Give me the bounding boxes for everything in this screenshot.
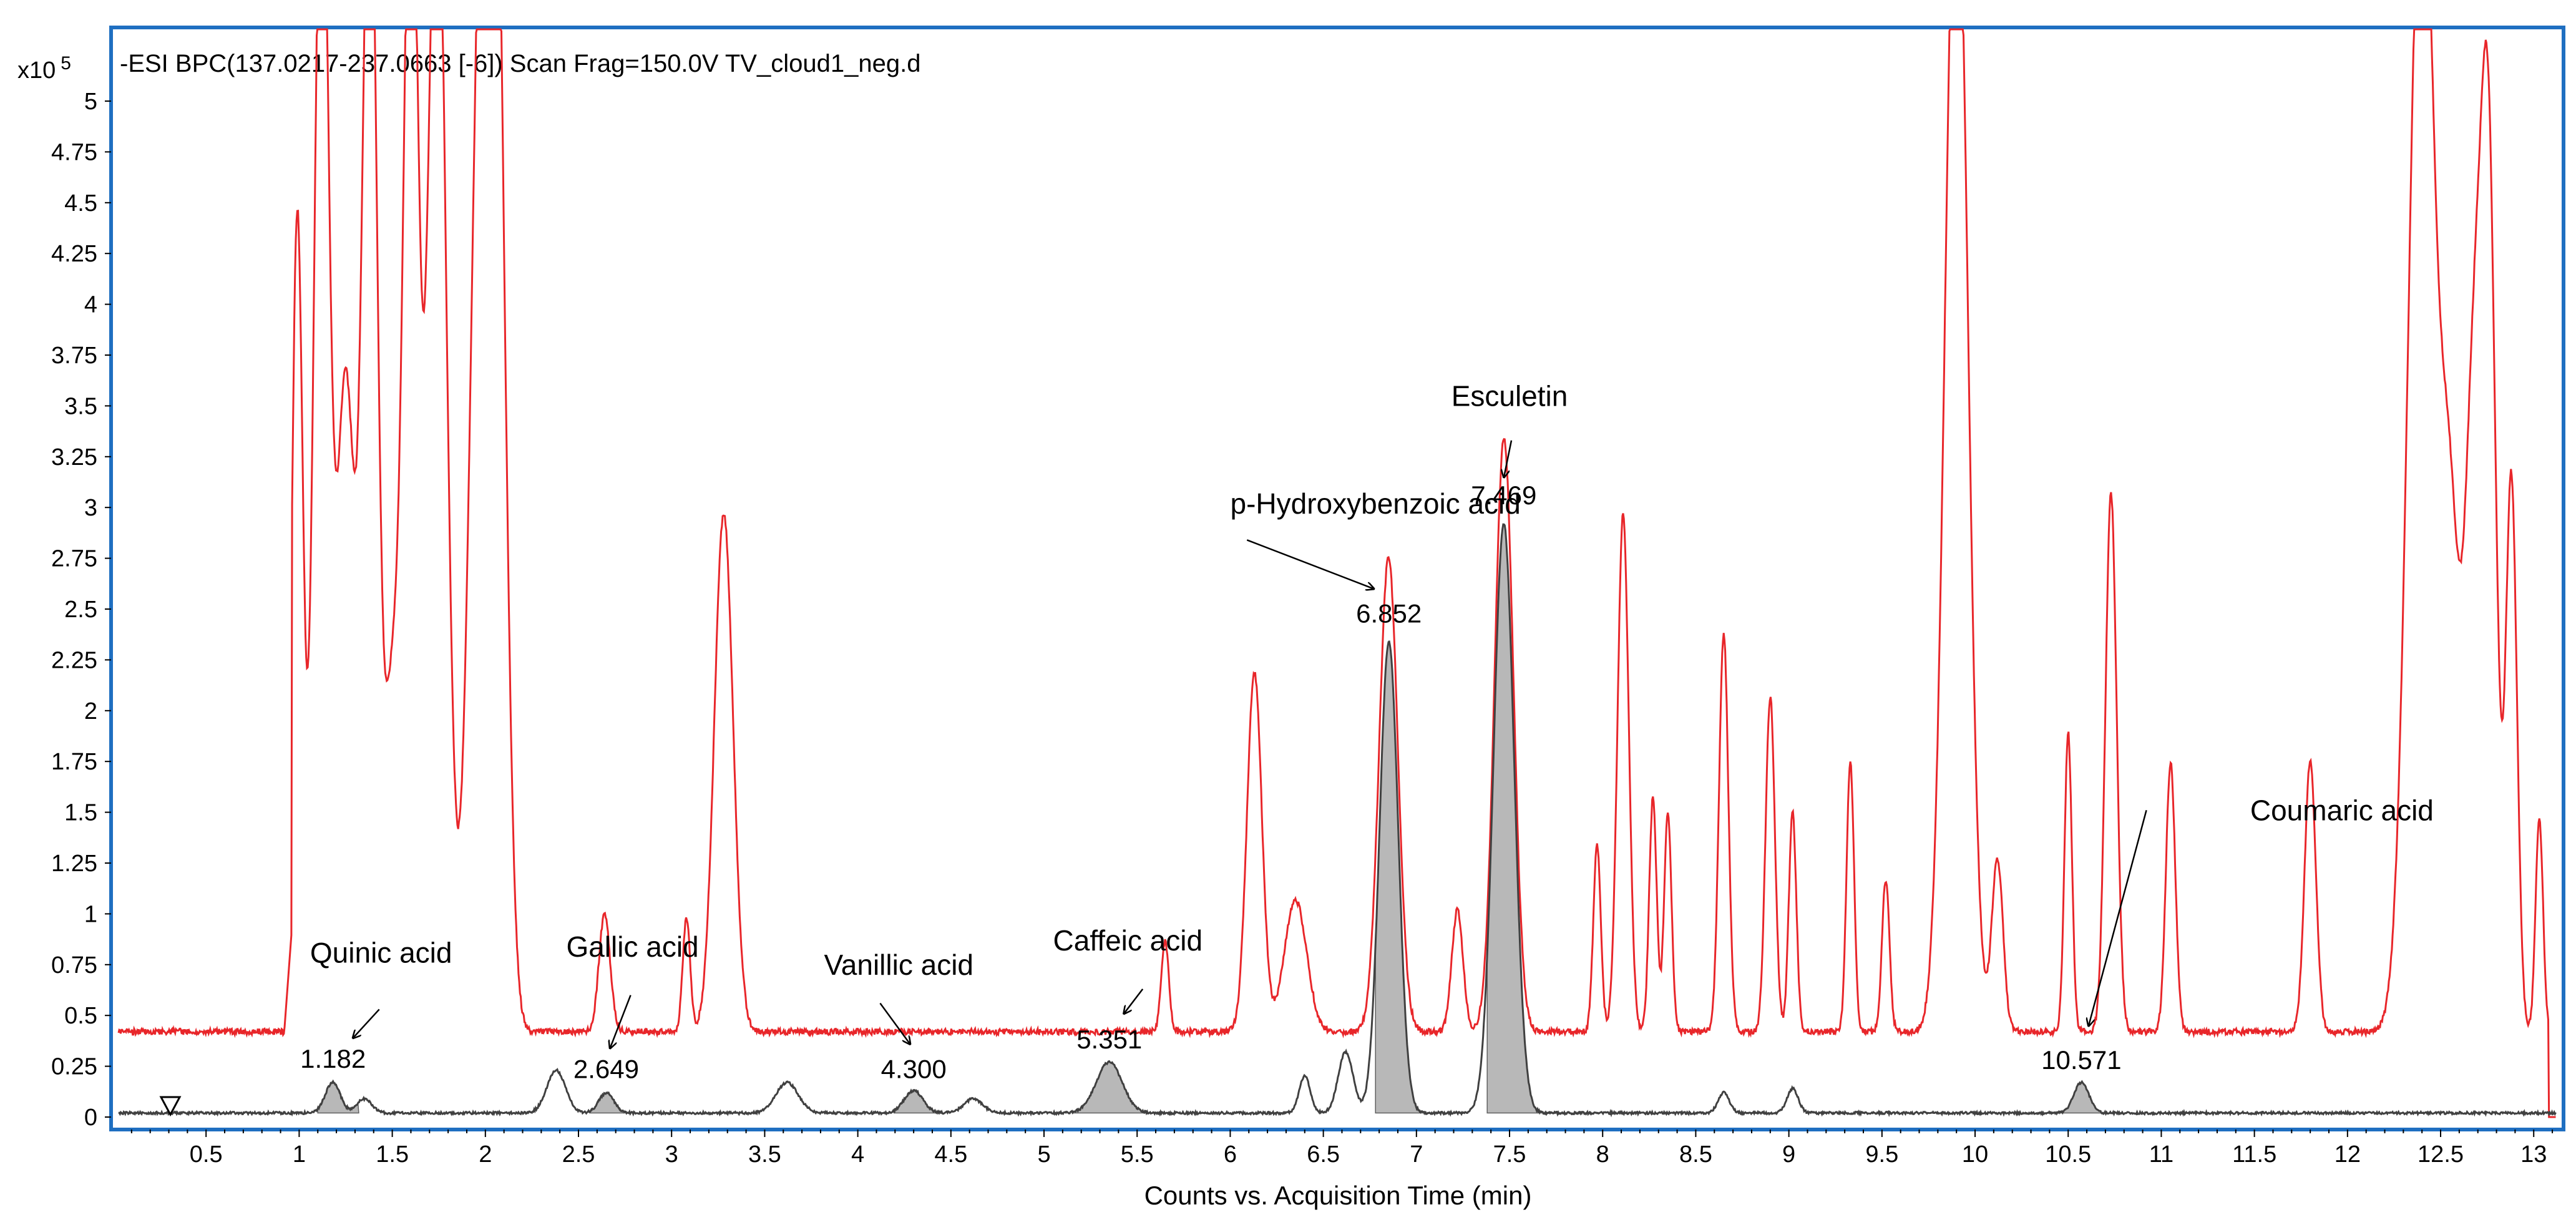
y-tick-label: 4.75: [51, 139, 97, 165]
retention-time-labels: 1.182 2.649 4.300 5.351 6.852 7.469 10.571: [300, 481, 2121, 1084]
x-tick-label: 8: [1596, 1141, 1609, 1168]
y-tick-label: 4: [84, 292, 97, 318]
y-axis: 0 0.25 0.5 0.75 1 1.25 1.5 1.75 2 2.25 2.5 2.75 3 3.2…: [51, 89, 111, 1131]
y-tick-label: 0.25: [51, 1054, 97, 1080]
x-tick-label: 9: [1782, 1141, 1795, 1168]
retention-time-label: 6.852: [1356, 598, 1422, 628]
x-tick-label: 0.5: [190, 1141, 223, 1168]
x-tick-label: 13: [2520, 1141, 2547, 1168]
retention-time-label: 7.469: [1471, 481, 1536, 510]
x-tick-label: 6.5: [1307, 1141, 1340, 1168]
y-tick-label: 0.5: [64, 1003, 97, 1029]
retention-time-label: 4.300: [881, 1054, 947, 1083]
x-tick-label: 1.5: [376, 1141, 409, 1168]
chart-title: -ESI BPC(137.0217-237.0663 [-6]) Scan Fr…: [120, 50, 920, 77]
annotation-arrow: [879, 1002, 910, 1044]
series-line: [118, 523, 2557, 1118]
x-tick-label: 7.5: [1493, 1141, 1526, 1168]
x-tick-label: 11: [2149, 1141, 2174, 1168]
x-axis-title: Counts vs. Acquisition Time (min): [1144, 1181, 1532, 1210]
x-tick-label: 2.5: [562, 1141, 595, 1168]
x-tick-label: 5: [1037, 1141, 1050, 1168]
annotation-arrow: [1504, 440, 1513, 477]
annotation-arrow: [610, 995, 632, 1048]
y-tick-label: 2.75: [51, 546, 97, 572]
annotation-arrow: [2089, 810, 2147, 1025]
y-tick-label: 1.5: [64, 800, 97, 826]
y-tick-label: 1.75: [51, 749, 97, 775]
y-tick-label: 4.5: [64, 190, 97, 217]
series-line: [117, 28, 2556, 1118]
x-axis: 0.5 1 1.5 2 2.5 3 3.5 4 4.5 5 5.5 6 6.5 7 7.5 8 8.5 9 9.5 1…: [130, 1130, 2554, 1168]
x-tick-label: 4.5: [934, 1141, 967, 1168]
compound-label: Quinic acid: [310, 937, 452, 969]
y-tick-label: 5: [84, 89, 97, 115]
x-tick-label: 3: [665, 1141, 678, 1168]
retention-time-label: 10.571: [2041, 1045, 2121, 1075]
y-tick-label: 0: [84, 1105, 97, 1131]
y-tick-label: 2.5: [64, 597, 97, 623]
compound-label: Caffeic acid: [1053, 924, 1203, 957]
x-tick-label: 11.5: [2232, 1141, 2276, 1168]
y-tick-label: 1.25: [51, 851, 97, 877]
retention-time-label: 2.649: [573, 1055, 639, 1084]
annotation-arrow: [353, 1008, 380, 1038]
series-lines: [117, 28, 2557, 1118]
x-tick-label: 7: [1410, 1141, 1423, 1168]
y-tick-label: 3.75: [51, 343, 97, 369]
y-multiplier-exponent: 5: [61, 53, 71, 74]
retention-time-label: 1.182: [300, 1044, 366, 1073]
annotation-arrow: [1246, 539, 1373, 588]
x-tick-label: 12: [2334, 1141, 2361, 1168]
x-tick-label: 4: [851, 1141, 864, 1168]
compound-annotations: Quinic acid Gallic acid Vanillic acid Caffe…: [310, 379, 2434, 1048]
y-multiplier: x10 5: [17, 53, 71, 84]
x-tick-label: 5.5: [1121, 1141, 1154, 1168]
retention-time-label: 5.351: [1076, 1025, 1142, 1054]
y-tick-label: 0.75: [51, 952, 97, 979]
x-tick-label: 6: [1224, 1141, 1237, 1168]
y-tick-label: 3.5: [64, 393, 97, 419]
x-tick-label: 8.5: [1679, 1141, 1712, 1168]
compound-label: Gallic acid: [566, 930, 698, 963]
y-tick-label: 4.25: [51, 241, 97, 267]
triangle-marker-icon: [159, 1096, 182, 1117]
y-multiplier-base: x10: [17, 57, 56, 84]
y-tick-label: 2: [84, 698, 97, 725]
compound-label: p-Hydroxybenzoic acid: [1231, 487, 1521, 520]
x-tick-label: 3.5: [748, 1141, 781, 1168]
x-tick-label: 10.5: [2045, 1141, 2091, 1168]
compound-label: Vanillic acid: [824, 949, 973, 981]
x-tick-label: 2: [479, 1141, 492, 1168]
y-tick-label: 2.25: [51, 647, 97, 673]
x-tick-label: 12.5: [2417, 1141, 2464, 1168]
y-tick-label: 3: [84, 495, 97, 521]
x-tick-label: 10: [1962, 1141, 1988, 1168]
plot-frame: [109, 26, 2565, 1131]
compound-label: Coumaric acid: [2250, 794, 2434, 827]
x-tick-label: 9.5: [1865, 1141, 1898, 1168]
x-tick-label: 1: [293, 1141, 306, 1168]
compound-label: Esculetin: [1451, 379, 1568, 412]
y-tick-label: 1: [84, 901, 97, 927]
y-tick-label: 3.25: [51, 444, 97, 471]
annotation-arrow: [1124, 988, 1144, 1013]
